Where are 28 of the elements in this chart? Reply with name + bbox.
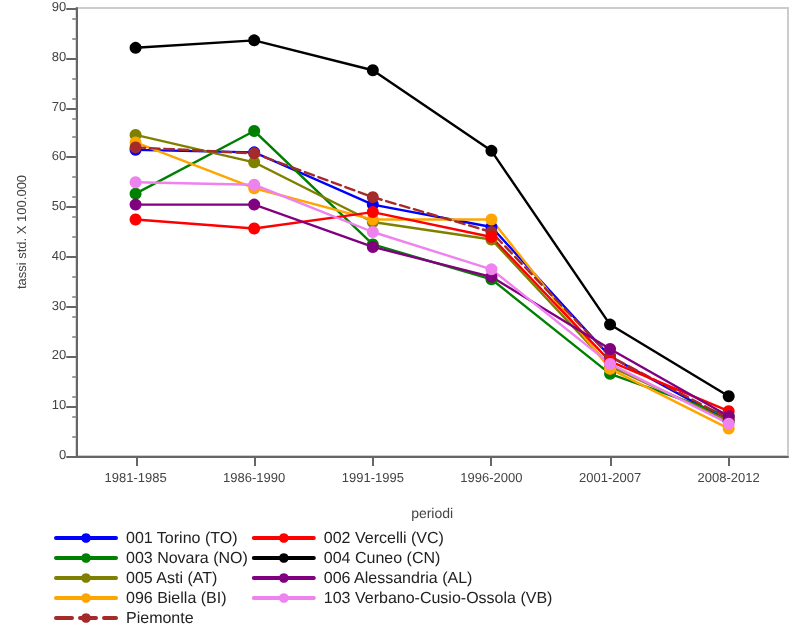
point: [129, 198, 142, 211]
point: [604, 342, 617, 355]
point: [248, 124, 261, 137]
point: [485, 144, 498, 157]
point: [366, 206, 379, 219]
point: [366, 191, 379, 204]
point: [129, 176, 142, 189]
legend-label: 096 Biella (BI): [126, 589, 228, 607]
point: [129, 41, 142, 54]
point: [366, 64, 379, 77]
point: [722, 390, 735, 403]
point: [248, 34, 261, 47]
point: [604, 318, 617, 331]
legend-label: 003 Novara (NO): [126, 549, 249, 567]
point: [485, 213, 498, 226]
legend-label: Piemonte: [126, 609, 195, 627]
point: [248, 198, 261, 211]
legend-label: 103 Verbano-Cusio-Ossola (VB): [323, 589, 554, 607]
point: [248, 222, 261, 235]
legend-label: 002 Vercelli (VC): [323, 529, 445, 547]
point: [129, 187, 142, 200]
legend-label: 004 Cuneo (CN): [323, 549, 441, 567]
legend-label: 005 Asti (AT): [126, 569, 218, 587]
point: [129, 213, 142, 226]
point: [485, 263, 498, 276]
legend-label: 001 Torino (TO): [126, 529, 239, 547]
legend-label: 006 Alessandria (AL): [323, 569, 474, 587]
point: [366, 226, 379, 238]
